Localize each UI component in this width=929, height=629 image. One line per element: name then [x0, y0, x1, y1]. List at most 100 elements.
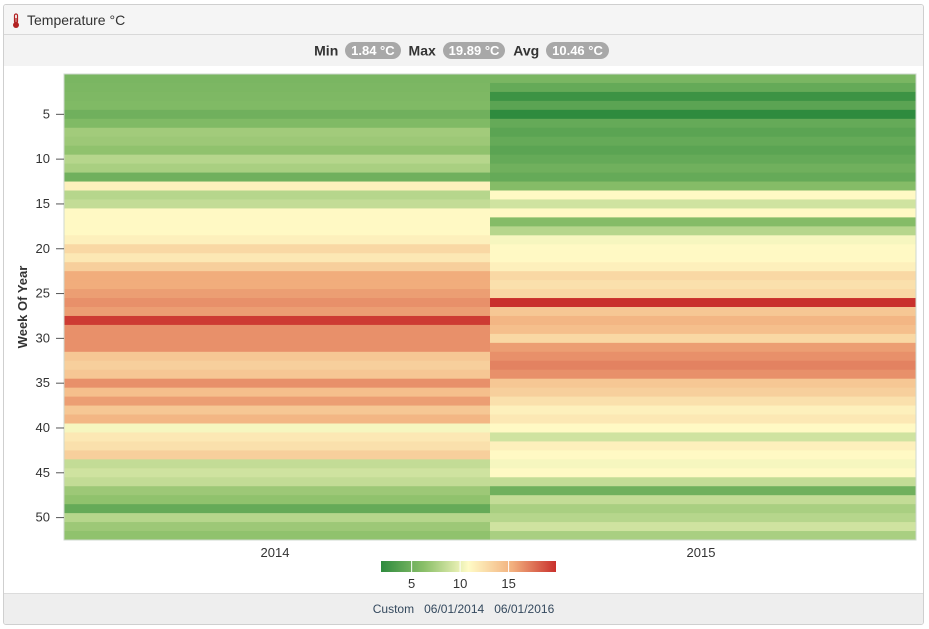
heatmap-cell: [490, 307, 917, 317]
heatmap-cell: [64, 262, 491, 272]
heatmap-cell: [490, 378, 917, 389]
min-label: Min: [314, 42, 339, 59]
heatmap-cell: [490, 486, 917, 496]
heatmap-cell: [64, 477, 491, 487]
y-tick-label: 20: [36, 241, 50, 256]
thermometer-icon: [13, 13, 19, 28]
range-type-label: Custom: [372, 602, 415, 616]
legend-gradient-bar: [381, 561, 556, 572]
heatmap-cell: [64, 396, 491, 407]
heatmap-cell: [490, 405, 917, 416]
heatmap-cell: [490, 271, 917, 281]
legend-tick-label: 15: [501, 576, 515, 591]
heatmap-cell: [64, 154, 491, 165]
heatmap-cell: [490, 369, 917, 380]
heatmap-cell: [64, 324, 491, 335]
y-tick-label: 30: [36, 330, 50, 345]
heatmap-cell: [64, 441, 491, 451]
plot-border: [63, 73, 917, 541]
y-tick-label: 35: [36, 375, 50, 390]
y-axis: 5 10 15 20 25 30 35 40 45 50: [36, 106, 64, 525]
y-axis-title: Week Of Year: [15, 266, 30, 349]
heatmap-cell: [64, 504, 491, 514]
heatmap-cell: [490, 495, 917, 505]
heatmap-cell: [64, 91, 491, 102]
heatmap-cell: [490, 414, 917, 424]
heatmap-cell: [64, 172, 491, 183]
heatmap-cell: [490, 82, 917, 93]
range-end-date: 06/01/2016: [494, 602, 555, 616]
heatmap-cell: [490, 477, 917, 487]
heatmap-cell: [490, 513, 917, 523]
legend-tick-label: 5: [408, 576, 415, 591]
y-tick-label: 50: [36, 510, 50, 525]
heatmap-cell: [490, 190, 917, 200]
heatmap-cell: [490, 145, 917, 156]
heatmap-cell: [64, 360, 491, 371]
avg-label: Avg: [513, 42, 540, 59]
heatmap-cell: [490, 387, 917, 398]
heatmap-cell: [64, 387, 491, 398]
heatmap-cell: [64, 405, 491, 416]
heatmap-cell: [64, 100, 491, 111]
heatmap-cell: [64, 145, 491, 156]
heatmap-cell: [64, 432, 491, 442]
heatmap-cell: [64, 244, 491, 254]
heatmap-cell: [64, 351, 491, 362]
y-tick-label: 40: [36, 420, 50, 435]
heatmap-cell: [490, 163, 917, 174]
heatmap-cell: [490, 396, 917, 407]
heatmap-cell: [64, 423, 491, 433]
y-tick-label: 15: [36, 196, 50, 211]
x-axis: 2014 2015: [261, 545, 716, 560]
heatmap-cell: [64, 136, 491, 147]
heatmap-cell: [64, 414, 491, 424]
heatmap-cell: [64, 226, 491, 236]
heatmap-cell: [490, 109, 917, 120]
heatmap-cell: [64, 190, 491, 200]
heatmap-cell: [64, 486, 491, 496]
heatmap-cell: [64, 307, 491, 317]
heatmap-cell: [64, 74, 491, 84]
legend-tick-label: 10: [453, 576, 467, 591]
heatmap-cell: [490, 351, 917, 362]
heatmap-cell: [64, 315, 491, 326]
heatmap-cell: [490, 333, 917, 344]
heatmap-cell: [64, 118, 491, 129]
heatmap-cell: [64, 271, 491, 281]
x-tick-label: 2014: [261, 545, 290, 560]
heatmap-cell: [490, 441, 917, 451]
heatmap-cell: [64, 298, 491, 308]
heatmap-cell: [490, 208, 917, 218]
heatmap-cell: [64, 459, 491, 469]
heatmap-cell: [64, 253, 491, 263]
heatmap-cell: [64, 163, 491, 174]
heatmap-cell: [490, 235, 917, 245]
heatmap-cell: [490, 74, 917, 84]
heatmap-cell: [490, 450, 917, 460]
heatmap-cell: [64, 468, 491, 478]
heatmap-cell: [490, 154, 917, 165]
heatmap-cell: [490, 172, 917, 183]
heatmap-cell: [490, 280, 917, 290]
heatmap-cell: [64, 522, 491, 532]
x-tick-label: 2015: [687, 545, 716, 560]
heatmap-cell: [64, 289, 491, 299]
heatmap-cell: [64, 127, 491, 138]
heatmap-cell: [490, 181, 917, 191]
heatmap-cell: [64, 333, 491, 344]
heatmap-cell: [64, 369, 491, 380]
min-value-badge: 1.84 °C: [345, 41, 401, 59]
heatmap-cell: [64, 235, 491, 245]
heatmap-cell: [490, 199, 917, 209]
heatmap-cells: [63, 73, 917, 541]
heatmap-cell: [490, 289, 917, 299]
heatmap-cell: [490, 432, 917, 442]
widget-header: Temperature °C: [4, 5, 923, 35]
stats-bar: Min 1.84 °C Max 19.89 °C Avg 10.46 °C: [4, 35, 923, 66]
heatmap-cell: [490, 91, 917, 102]
heatmap-cell: [64, 208, 491, 218]
heatmap-cell: [490, 522, 917, 532]
heatmap-cell: [64, 181, 491, 191]
